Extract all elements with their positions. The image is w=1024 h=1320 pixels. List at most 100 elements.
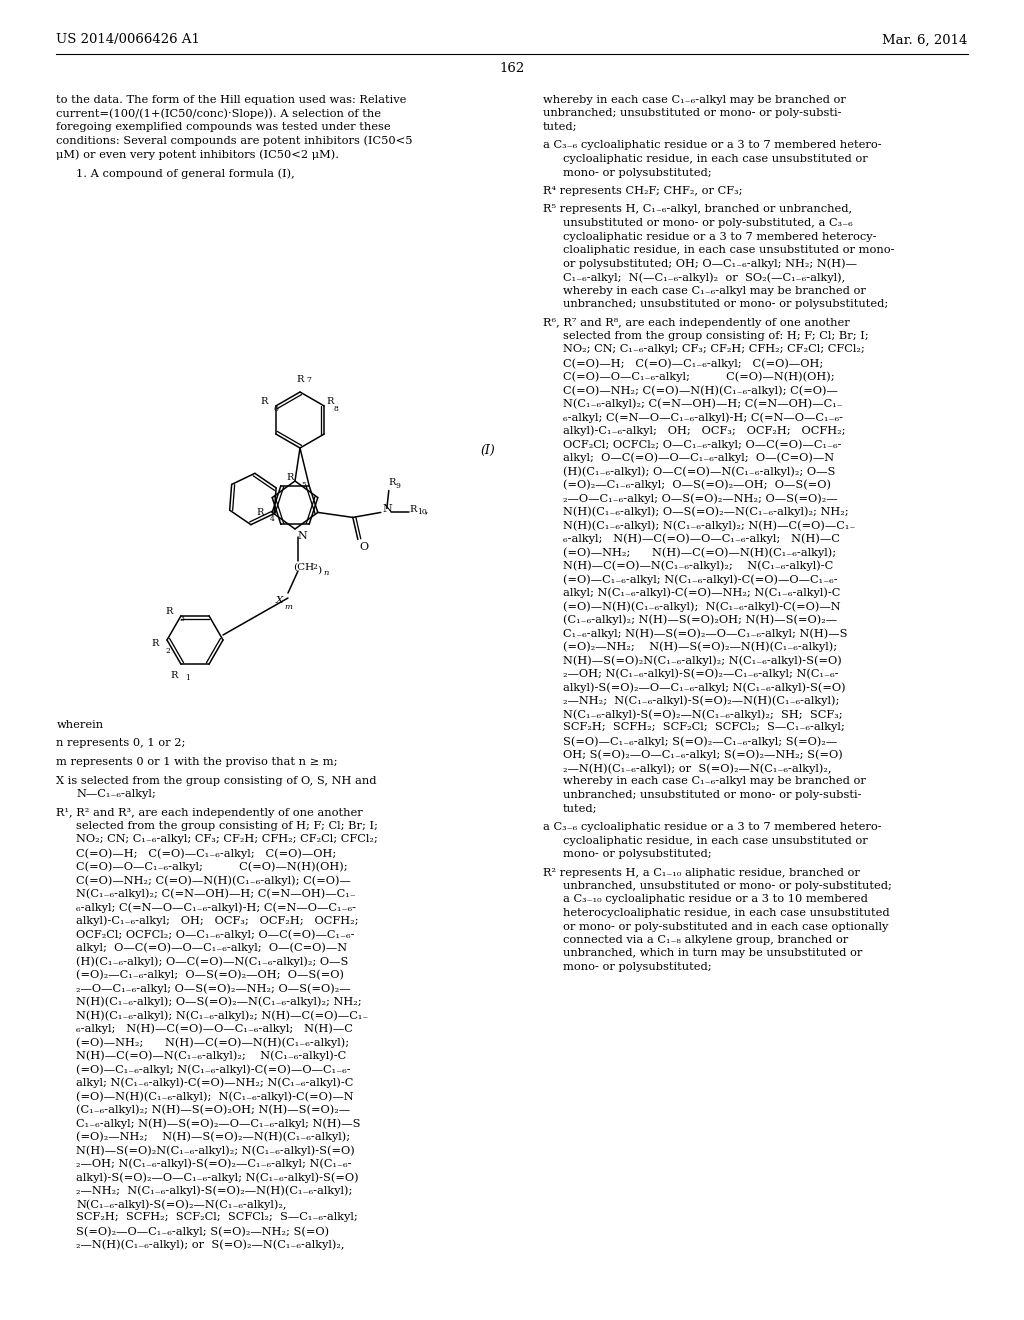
Text: ₂—OH; N(C₁₋₆-alkyl)-S(=O)₂—C₁₋₆-alkyl; N(C₁₋₆-: ₂—OH; N(C₁₋₆-alkyl)-S(=O)₂—C₁₋₆-alkyl; N… [563, 668, 839, 678]
Text: ₂—N(H)(C₁₋₆-alkyl); or  S(=O)₂—N(C₁₋₆-alkyl)₂,: ₂—N(H)(C₁₋₆-alkyl); or S(=O)₂—N(C₁₋₆-alk… [77, 1239, 345, 1250]
Text: conditions: Several compounds are potent inhibitors (IC50<5: conditions: Several compounds are potent… [56, 136, 413, 147]
Text: (=O)₂—C₁₋₆-alkyl;  O—S(=O)₂—OH;  O—S(=O): (=O)₂—C₁₋₆-alkyl; O—S(=O)₂—OH; O—S(=O) [77, 969, 344, 979]
Text: heterocycloaliphatic residue, in each case unsubstituted: heterocycloaliphatic residue, in each ca… [563, 908, 890, 917]
Text: or mono- or poly-substituted and in each case optionally: or mono- or poly-substituted and in each… [563, 921, 888, 932]
Text: (=O)—N(H)(C₁₋₆-alkyl);  N(C₁₋₆-alkyl)-C(=O)—N: (=O)—N(H)(C₁₋₆-alkyl); N(C₁₋₆-alkyl)-C(=… [77, 1092, 354, 1102]
Text: unsubstituted or mono- or poly-substituted, a C₃₋₆: unsubstituted or mono- or poly-substitut… [563, 218, 852, 228]
Text: S(=O)₂—O—C₁₋₆-alkyl; S(=O)₂—NH₂; S(=O): S(=O)₂—O—C₁₋₆-alkyl; S(=O)₂—NH₂; S(=O) [77, 1226, 330, 1237]
Text: (=O)₂—C₁₋₆-alkyl;  O—S(=O)₂—OH;  O—S(=O): (=O)₂—C₁₋₆-alkyl; O—S(=O)₂—OH; O—S(=O) [563, 479, 830, 490]
Text: N(C₁₋₆-alkyl)-S(=O)₂—N(C₁₋₆-alkyl)₂,: N(C₁₋₆-alkyl)-S(=O)₂—N(C₁₋₆-alkyl)₂, [77, 1199, 287, 1209]
Text: ₆-alkyl;   N(H)—C(=O)—O—C₁₋₆-alkyl;   N(H)—C: ₆-alkyl; N(H)—C(=O)—O—C₁₋₆-alkyl; N(H)—C [563, 533, 840, 544]
Text: ₆-alkyl;   N(H)—C(=O)—O—C₁₋₆-alkyl;   N(H)—C: ₆-alkyl; N(H)—C(=O)—O—C₁₋₆-alkyl; N(H)—C [77, 1023, 353, 1034]
Text: ₆-alkyl; C(=N—O—C₁₋₆-alkyl)-H; C(=N—O—C₁₋₆-: ₆-alkyl; C(=N—O—C₁₋₆-alkyl)-H; C(=N—O—C₁… [77, 902, 356, 912]
Text: N: N [383, 504, 392, 515]
Text: ₂—N(H)(C₁₋₆-alkyl); or  S(=O)₂—N(C₁₋₆-alkyl)₂,: ₂—N(H)(C₁₋₆-alkyl); or S(=O)₂—N(C₁₋₆-alk… [563, 763, 831, 774]
Text: 2: 2 [165, 647, 170, 655]
Text: 10: 10 [417, 508, 427, 516]
Text: 5: 5 [301, 480, 306, 488]
Text: ₂—O—C₁₋₆-alkyl; O—S(=O)₂—NH₂; O—S(=O)₂—: ₂—O—C₁₋₆-alkyl; O—S(=O)₂—NH₂; O—S(=O)₂— [563, 492, 838, 503]
Text: cloaliphatic residue, in each case unsubstituted or mono-: cloaliphatic residue, in each case unsub… [563, 246, 894, 255]
Text: (C₁₋₆-alkyl)₂; N(H)—S(=O)₂OH; N(H)—S(=O)₂—: (C₁₋₆-alkyl)₂; N(H)—S(=O)₂OH; N(H)—S(=O)… [563, 615, 837, 626]
Text: alkyl)-C₁₋₆-alkyl;   OH;   OCF₃;   OCF₂H;   OCFH₂;: alkyl)-C₁₋₆-alkyl; OH; OCF₃; OCF₂H; OCFH… [563, 425, 845, 436]
Text: 1: 1 [185, 675, 189, 682]
Text: N(H)(C₁₋₆-alkyl); N(C₁₋₆-alkyl)₂; N(H)—C(=O)—C₁₋: N(H)(C₁₋₆-alkyl); N(C₁₋₆-alkyl)₂; N(H)—C… [77, 1010, 369, 1020]
Text: N(H)—S(=O)₂N(C₁₋₆-alkyl)₂; N(C₁₋₆-alkyl)-S(=O): N(H)—S(=O)₂N(C₁₋₆-alkyl)₂; N(C₁₋₆-alkyl)… [77, 1144, 355, 1155]
Text: N(H)(C₁₋₆-alkyl); O—S(=O)₂—N(C₁₋₆-alkyl)₂; NH₂;: N(H)(C₁₋₆-alkyl); O—S(=O)₂—N(C₁₋₆-alkyl)… [77, 997, 361, 1007]
Text: (=O)—NH₂;      N(H)—C(=O)—N(H)(C₁₋₆-alkyl);: (=O)—NH₂; N(H)—C(=O)—N(H)(C₁₋₆-alkyl); [77, 1038, 349, 1048]
Text: (=O)₂—NH₂;    N(H)—S(=O)₂—N(H)(C₁₋₆-alkyl);: (=O)₂—NH₂; N(H)—S(=O)₂—N(H)(C₁₋₆-alkyl); [563, 642, 837, 652]
Text: whereby in each case C₁₋₆-alkyl may be branched or: whereby in each case C₁₋₆-alkyl may be b… [543, 95, 846, 106]
Text: tuted;: tuted; [543, 121, 578, 132]
Text: alkyl;  O—C(=O)—O—C₁₋₆-alkyl;  O—(C=O)—N: alkyl; O—C(=O)—O—C₁₋₆-alkyl; O—(C=O)—N [563, 453, 834, 463]
Text: (CH: (CH [293, 564, 314, 572]
Text: X is selected from the group consisting of O, S, NH and: X is selected from the group consisting … [56, 776, 377, 785]
Text: C(=O)—H;   C(=O)—C₁₋₆-alkyl;   C(=O)—OH;: C(=O)—H; C(=O)—C₁₋₆-alkyl; C(=O)—OH; [563, 358, 823, 368]
Text: wherein: wherein [56, 719, 103, 730]
Text: C(=O)—NH₂; C(=O)—N(H)(C₁₋₆-alkyl); C(=O)—: C(=O)—NH₂; C(=O)—N(H)(C₁₋₆-alkyl); C(=O)… [563, 385, 838, 396]
Text: cycloaliphatic residue, in each case unsubstituted or: cycloaliphatic residue, in each case uns… [563, 836, 867, 846]
Text: 4: 4 [270, 515, 275, 524]
Text: to the data. The form of the Hill equation used was: Relative: to the data. The form of the Hill equati… [56, 95, 407, 106]
Text: C(=O)—H;   C(=O)—C₁₋₆-alkyl;   C(=O)—OH;: C(=O)—H; C(=O)—C₁₋₆-alkyl; C(=O)—OH; [77, 847, 337, 858]
Text: n represents 0, 1 or 2;: n represents 0, 1 or 2; [56, 738, 185, 748]
Text: alkyl;  O—C(=O)—O—C₁₋₆-alkyl;  O—(C=O)—N: alkyl; O—C(=O)—O—C₁₋₆-alkyl; O—(C=O)—N [77, 942, 347, 953]
Text: cycloaliphatic residue, in each case unsubstituted or: cycloaliphatic residue, in each case uns… [563, 154, 867, 164]
Text: R: R [327, 397, 334, 407]
Text: alkyl; N(C₁₋₆-alkyl)-C(=O)—NH₂; N(C₁₋₆-alkyl)-C: alkyl; N(C₁₋₆-alkyl)-C(=O)—NH₂; N(C₁₋₆-a… [563, 587, 840, 598]
Text: R⁴ represents CH₂F; CHF₂, or CF₃;: R⁴ represents CH₂F; CHF₂, or CF₃; [543, 186, 742, 195]
Text: N(C₁₋₆-alkyl)-S(=O)₂—N(C₁₋₆-alkyl)₂;  SH;  SCF₃;: N(C₁₋₆-alkyl)-S(=O)₂—N(C₁₋₆-alkyl)₂; SH;… [563, 709, 843, 719]
Text: cycloaliphatic residue or a 3 to 7 membered heterocy-: cycloaliphatic residue or a 3 to 7 membe… [563, 231, 877, 242]
Text: 9: 9 [396, 482, 400, 491]
Text: R: R [410, 506, 417, 513]
Text: SCF₂H;  SCFH₂;  SCF₂Cl;  SCFCl₂;  S—C₁₋₆-alkyl;: SCF₂H; SCFH₂; SCF₂Cl; SCFCl₂; S—C₁₋₆-alk… [77, 1213, 358, 1222]
Text: (=O)—C₁₋₆-alkyl; N(C₁₋₆-alkyl)-C(=O)—O—C₁₋₆-: (=O)—C₁₋₆-alkyl; N(C₁₋₆-alkyl)-C(=O)—O—C… [563, 574, 838, 585]
Text: 6: 6 [273, 405, 279, 413]
Text: whereby in each case C₁₋₆-alkyl may be branched or: whereby in each case C₁₋₆-alkyl may be b… [563, 285, 865, 296]
Text: C(=O)—NH₂; C(=O)—N(H)(C₁₋₆-alkyl); C(=O)—: C(=O)—NH₂; C(=O)—N(H)(C₁₋₆-alkyl); C(=O)… [77, 875, 351, 886]
Text: N(H)—C(=O)—N(C₁₋₆-alkyl)₂;    N(C₁₋₆-alkyl)-C: N(H)—C(=O)—N(C₁₋₆-alkyl)₂; N(C₁₋₆-alkyl)… [563, 561, 833, 572]
Text: ₂—NH₂;  N(C₁₋₆-alkyl)-S(=O)₂—N(H)(C₁₋₆-alkyl);: ₂—NH₂; N(C₁₋₆-alkyl)-S(=O)₂—N(H)(C₁₋₆-al… [77, 1185, 352, 1196]
Text: alkyl)-C₁₋₆-alkyl;   OH;   OCF₃;   OCF₂H;   OCFH₂;: alkyl)-C₁₋₆-alkyl; OH; OCF₃; OCF₂H; OCFH… [77, 916, 358, 927]
Text: C₁₋₆-alkyl; N(H)—S(=O)₂—O—C₁₋₆-alkyl; N(H)—S: C₁₋₆-alkyl; N(H)—S(=O)₂—O—C₁₋₆-alkyl; N(… [77, 1118, 360, 1129]
Text: unbranched; unsubstituted or mono- or polysubstituted;: unbranched; unsubstituted or mono- or po… [563, 300, 888, 309]
Text: O: O [359, 543, 369, 552]
Text: S(=O)—C₁₋₆-alkyl; S(=O)₂—C₁₋₆-alkyl; S(=O)₂—: S(=O)—C₁₋₆-alkyl; S(=O)₂—C₁₋₆-alkyl; S(=… [563, 737, 837, 747]
Text: m represents 0 or 1 with the proviso that n ≥ m;: m represents 0 or 1 with the proviso tha… [56, 756, 338, 767]
Text: R: R [166, 607, 173, 616]
Text: 2: 2 [312, 564, 316, 572]
Text: OCF₂Cl; OCFCl₂; O—C₁₋₆-alkyl; O—C(=O)—C₁₋₆-: OCF₂Cl; OCFCl₂; O—C₁₋₆-alkyl; O—C(=O)—C₁… [563, 440, 842, 450]
Text: 7: 7 [306, 376, 311, 384]
Text: N(H)(C₁₋₆-alkyl); N(C₁₋₆-alkyl)₂; N(H)—C(=O)—C₁₋: N(H)(C₁₋₆-alkyl); N(C₁₋₆-alkyl)₂; N(H)—C… [563, 520, 855, 531]
Text: R⁵ represents H, C₁₋₆-alkyl, branched or unbranched,: R⁵ represents H, C₁₋₆-alkyl, branched or… [543, 205, 852, 214]
Text: a C₃₋₆ cycloaliphatic residue or a 3 to 7 membered hetero-: a C₃₋₆ cycloaliphatic residue or a 3 to … [543, 140, 882, 150]
Text: R: R [152, 639, 159, 648]
Text: R² represents H, a C₁₋₁₀ aliphatic residue, branched or: R² represents H, a C₁₋₁₀ aliphatic resid… [543, 867, 859, 878]
Text: C(=O)—O—C₁₋₆-alkyl;          C(=O)—N(H)(OH);: C(=O)—O—C₁₋₆-alkyl; C(=O)—N(H)(OH); [563, 371, 835, 381]
Text: alkyl)-S(=O)₂—O—C₁₋₆-alkyl; N(C₁₋₆-alkyl)-S(=O): alkyl)-S(=O)₂—O—C₁₋₆-alkyl; N(C₁₋₆-alkyl… [77, 1172, 359, 1183]
Text: tuted;: tuted; [563, 804, 597, 813]
Text: Mar. 6, 2014: Mar. 6, 2014 [883, 33, 968, 46]
Text: NO₂; CN; C₁₋₆-alkyl; CF₃; CF₂H; CFH₂; CF₂Cl; CFCl₂;: NO₂; CN; C₁₋₆-alkyl; CF₃; CF₂H; CFH₂; CF… [563, 345, 864, 355]
Text: mono- or polysubstituted;: mono- or polysubstituted; [563, 168, 712, 177]
Text: unbranched; unsubstituted or mono- or poly-substi-: unbranched; unsubstituted or mono- or po… [563, 789, 861, 800]
Text: selected from the group consisting of: H; F; Cl; Br; I;: selected from the group consisting of: H… [563, 331, 868, 341]
Text: 162: 162 [500, 62, 524, 74]
Text: a C₃₋₁₀ cycloaliphatic residue or a 3 to 10 membered: a C₃₋₁₀ cycloaliphatic residue or a 3 to… [563, 895, 867, 904]
Text: R: R [257, 508, 264, 517]
Text: ₂—OH; N(C₁₋₆-alkyl)-S(=O)₂—C₁₋₆-alkyl; N(C₁₋₆-: ₂—OH; N(C₁₋₆-alkyl)-S(=O)₂—C₁₋₆-alkyl; N… [77, 1159, 352, 1170]
Text: or polysubstituted; OH; O—C₁₋₆-alkyl; NH₂; N(H)—: or polysubstituted; OH; O—C₁₋₆-alkyl; NH… [563, 259, 857, 269]
Text: alkyl)-S(=O)₂—O—C₁₋₆-alkyl; N(C₁₋₆-alkyl)-S(=O): alkyl)-S(=O)₂—O—C₁₋₆-alkyl; N(C₁₋₆-alkyl… [563, 682, 846, 693]
Text: (H)(C₁₋₆-alkyl); O—C(=O)—N(C₁₋₆-alkyl)₂; O—S: (H)(C₁₋₆-alkyl); O—C(=O)—N(C₁₋₆-alkyl)₂;… [77, 956, 349, 966]
Text: N(C₁₋₆-alkyl)₂; C(=N—OH)—H; C(=N—OH)—C₁₋: N(C₁₋₆-alkyl)₂; C(=N—OH)—H; C(=N—OH)—C₁₋ [77, 888, 356, 899]
Text: OCF₂Cl; OCFCl₂; O—C₁₋₆-alkyl; O—C(=O)—C₁₋₆-: OCF₂Cl; OCFCl₂; O—C₁₋₆-alkyl; O—C(=O)—C₁… [77, 929, 355, 940]
Text: C₁₋₆-alkyl; N(H)—S(=O)₂—O—C₁₋₆-alkyl; N(H)—S: C₁₋₆-alkyl; N(H)—S(=O)₂—O—C₁₋₆-alkyl; N(… [563, 628, 847, 639]
Text: N(H)—S(=O)₂N(C₁₋₆-alkyl)₂; N(C₁₋₆-alkyl)-S(=O): N(H)—S(=O)₂N(C₁₋₆-alkyl)₂; N(C₁₋₆-alkyl)… [563, 655, 842, 665]
Text: R⁶, R⁷ and R⁸, are each independently of one another: R⁶, R⁷ and R⁸, are each independently of… [543, 318, 850, 327]
Text: R: R [260, 397, 267, 407]
Text: N(H)(C₁₋₆-alkyl); O—S(=O)₂—N(C₁₋₆-alkyl)₂; NH₂;: N(H)(C₁₋₆-alkyl); O—S(=O)₂—N(C₁₋₆-alkyl)… [563, 507, 848, 517]
Text: 3: 3 [179, 615, 184, 623]
Text: ,: , [425, 504, 428, 515]
Text: 8: 8 [333, 405, 338, 413]
Text: ₆-alkyl; C(=N—O—C₁₋₆-alkyl)-H; C(=N—O—C₁₋₆-: ₆-alkyl; C(=N—O—C₁₋₆-alkyl)-H; C(=N—O—C₁… [563, 412, 843, 422]
Text: 1. A compound of general formula (I),: 1. A compound of general formula (I), [77, 169, 295, 180]
